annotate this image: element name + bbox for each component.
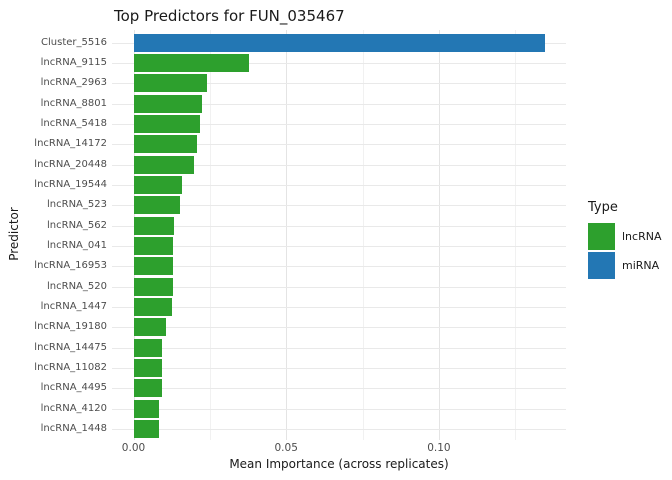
bar bbox=[133, 196, 180, 215]
bar bbox=[133, 277, 173, 296]
bar bbox=[133, 379, 162, 398]
y-tick-label: lncRNA_14172 bbox=[34, 138, 107, 150]
bar bbox=[133, 358, 162, 377]
y-tick-label: lncRNA_5418 bbox=[40, 118, 107, 130]
bar bbox=[133, 237, 173, 255]
y-tick-label: lncRNA_1448 bbox=[40, 422, 107, 434]
bar bbox=[133, 318, 166, 337]
y-tick-label: lncRNA_20448 bbox=[34, 158, 107, 170]
bar bbox=[133, 216, 174, 235]
bar bbox=[133, 338, 162, 357]
legend-swatch bbox=[588, 252, 615, 279]
y-tick-label: lncRNA_1447 bbox=[40, 300, 107, 312]
bar bbox=[133, 115, 201, 134]
y-gridline bbox=[112, 124, 566, 126]
x-major-gridline bbox=[286, 30, 288, 440]
bar bbox=[133, 419, 159, 438]
y-gridline bbox=[112, 164, 566, 166]
y-tick-label: lncRNA_19180 bbox=[34, 321, 107, 333]
y-gridline bbox=[112, 388, 566, 390]
x-minor-gridline bbox=[515, 30, 517, 440]
plot-panel bbox=[112, 30, 566, 440]
y-tick-label: lncRNA_14475 bbox=[34, 341, 107, 353]
y-gridline bbox=[112, 408, 566, 410]
y-tick-label: lncRNA_562 bbox=[47, 219, 107, 231]
bar bbox=[133, 33, 545, 52]
bar bbox=[133, 74, 208, 93]
y-tick-label: lncRNA_11082 bbox=[34, 361, 107, 373]
y-gridline bbox=[112, 83, 566, 85]
y-gridline bbox=[112, 225, 566, 227]
bar bbox=[133, 257, 173, 276]
y-tick-label: lncRNA_9115 bbox=[40, 57, 107, 69]
y-tick-label: lncRNA_4495 bbox=[40, 382, 107, 394]
y-gridline bbox=[112, 144, 566, 146]
x-tick-label: 0.05 bbox=[274, 442, 298, 454]
y-tick-label: lncRNA_2963 bbox=[40, 77, 107, 89]
x-tick-label: 0.00 bbox=[121, 442, 146, 454]
legend-swatch bbox=[588, 223, 615, 250]
legend-title: Type bbox=[588, 200, 618, 215]
y-tick-label: lncRNA_4120 bbox=[40, 402, 107, 414]
x-axis-title: Mean Importance (across replicates) bbox=[229, 457, 449, 471]
legend-label: miRNA bbox=[622, 259, 660, 272]
y-gridline bbox=[112, 63, 566, 65]
legend-entries: lncRNA miRNA bbox=[588, 223, 661, 279]
bar bbox=[133, 297, 172, 316]
x-minor-gridline bbox=[209, 30, 211, 440]
chart-title: Top Predictors for FUN_035467 bbox=[114, 7, 345, 25]
y-gridline bbox=[112, 347, 566, 349]
y-tick-label: lncRNA_041 bbox=[47, 240, 107, 251]
y-gridline bbox=[112, 306, 566, 308]
y-gridline bbox=[112, 367, 566, 369]
y-tick-label: lncRNA_8801 bbox=[40, 97, 107, 109]
y-gridline bbox=[112, 327, 566, 329]
y-gridline bbox=[112, 428, 566, 430]
bar bbox=[133, 176, 182, 195]
bar bbox=[133, 54, 250, 73]
y-tick-label: lncRNA_520 bbox=[47, 280, 107, 292]
y-gridline bbox=[112, 246, 566, 247]
bar bbox=[133, 399, 160, 418]
y-tick-label: lncRNA_19544 bbox=[34, 179, 107, 191]
bar bbox=[133, 155, 194, 174]
y-gridline bbox=[112, 185, 566, 187]
y-gridline bbox=[112, 103, 566, 105]
legend: Type lncRNA miRNA bbox=[588, 200, 661, 281]
x-major-gridline bbox=[438, 30, 440, 440]
y-tick-label: lncRNA_16953 bbox=[34, 260, 107, 272]
legend-entry: lncRNA bbox=[588, 223, 661, 250]
y-gridline bbox=[112, 205, 566, 207]
bar bbox=[133, 135, 198, 154]
bar bbox=[133, 94, 202, 113]
y-tick-label: lncRNA_523 bbox=[47, 199, 107, 211]
y-gridline bbox=[112, 266, 566, 268]
x-major-gridline bbox=[133, 30, 135, 440]
y-gridline bbox=[112, 286, 566, 288]
x-tick-label: 0.10 bbox=[427, 442, 451, 454]
x-minor-gridline bbox=[362, 30, 364, 440]
legend-label: lncRNA bbox=[622, 230, 662, 243]
y-tick-label: Cluster_5516 bbox=[41, 36, 107, 48]
legend-entry: miRNA bbox=[588, 252, 661, 279]
y-axis-title: Predictor bbox=[7, 207, 21, 261]
